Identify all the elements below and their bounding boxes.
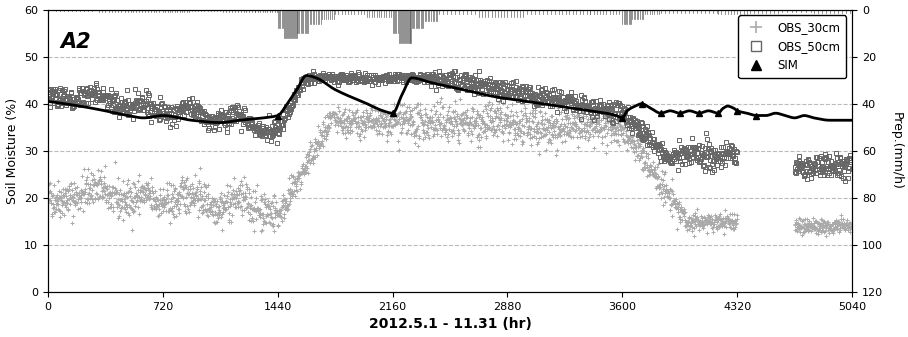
X-axis label: 2012.5.1 - 11.31 (hr): 2012.5.1 - 11.31 (hr) bbox=[369, 317, 531, 332]
Text: A2: A2 bbox=[60, 32, 91, 52]
Y-axis label: Prep.(mm/h): Prep.(mm/h) bbox=[890, 112, 903, 190]
Y-axis label: Soil Moisture (%): Soil Moisture (%) bbox=[5, 98, 18, 204]
Legend: OBS_30cm, OBS_50cm, SIM: OBS_30cm, OBS_50cm, SIM bbox=[738, 16, 846, 78]
